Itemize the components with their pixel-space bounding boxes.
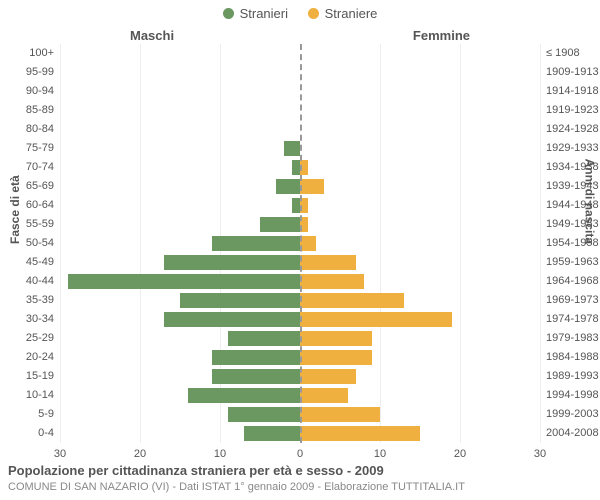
bar-male — [188, 388, 300, 403]
bar-female — [300, 179, 324, 194]
bar-male — [284, 141, 300, 156]
age-label: 10-14 — [0, 386, 54, 405]
chart-title: Popolazione per cittadinanza straniera p… — [8, 463, 465, 480]
age-label: 20-24 — [0, 348, 54, 367]
age-label: 60-64 — [0, 196, 54, 215]
age-label: 100+ — [0, 44, 54, 63]
age-label: 5-9 — [0, 405, 54, 424]
bar-female — [300, 350, 372, 365]
age-label: 75-79 — [0, 139, 54, 158]
bar-female — [300, 426, 420, 441]
bar-female — [300, 312, 452, 327]
age-label: 85-89 — [0, 101, 54, 120]
bar-male — [212, 236, 300, 251]
birth-year-label: 1969-1973 — [546, 291, 600, 310]
header-female: Femmine — [413, 28, 470, 43]
birth-year-label: 1929-1933 — [546, 139, 600, 158]
bar-male — [260, 217, 300, 232]
bar-male — [212, 350, 300, 365]
age-label: 40-44 — [0, 272, 54, 291]
x-tick: 30 — [534, 448, 546, 460]
age-label: 25-29 — [0, 329, 54, 348]
bar-male — [276, 179, 300, 194]
birth-year-label: 1919-1923 — [546, 101, 600, 120]
bar-male — [164, 255, 300, 270]
bar-female — [300, 274, 364, 289]
birth-year-label: 1949-1953 — [546, 215, 600, 234]
bar-female — [300, 255, 356, 270]
x-tick: 0 — [297, 448, 303, 460]
x-tick: 20 — [454, 448, 466, 460]
birth-year-label: 1939-1943 — [546, 177, 600, 196]
birth-year-label: 2004-2008 — [546, 424, 600, 443]
birth-year-label: 1914-1918 — [546, 82, 600, 101]
age-label: 80-84 — [0, 120, 54, 139]
legend-item-male: Stranieri — [223, 6, 288, 21]
age-label: 95-99 — [0, 63, 54, 82]
birth-year-label: 1984-1988 — [546, 348, 600, 367]
bar-female — [300, 388, 348, 403]
birth-year-label: 1909-1913 — [546, 63, 600, 82]
bar-female — [300, 369, 356, 384]
age-label: 70-74 — [0, 158, 54, 177]
birth-year-label: 1924-1928 — [546, 120, 600, 139]
gridline — [540, 44, 541, 443]
bar-male — [244, 426, 300, 441]
x-axis: 3020100102030 — [60, 448, 540, 464]
birth-year-label: 1979-1983 — [546, 329, 600, 348]
age-label: 15-19 — [0, 367, 54, 386]
bar-male — [68, 274, 300, 289]
bar-female — [300, 293, 404, 308]
legend-swatch-female — [308, 8, 319, 19]
x-tick: 10 — [214, 448, 226, 460]
birth-year-label: 1934-1938 — [546, 158, 600, 177]
birth-year-label: 1954-1958 — [546, 234, 600, 253]
x-tick: 10 — [374, 448, 386, 460]
bar-male — [164, 312, 300, 327]
bar-male — [180, 293, 300, 308]
population-pyramid-chart: Stranieri Straniere Maschi Femmine Fasce… — [0, 0, 600, 500]
birth-year-label: 1959-1963 — [546, 253, 600, 272]
age-label: 35-39 — [0, 291, 54, 310]
plot-area: 100+≤ 190895-991909-191390-941914-191885… — [60, 44, 540, 444]
bar-female — [300, 407, 380, 422]
age-label: 0-4 — [0, 424, 54, 443]
birth-year-label: ≤ 1908 — [546, 44, 600, 63]
birth-year-label: 1999-2003 — [546, 405, 600, 424]
legend-label-male: Stranieri — [240, 6, 288, 21]
center-axis — [300, 44, 302, 443]
chart-subtitle: COMUNE DI SAN NAZARIO (VI) - Dati ISTAT … — [8, 480, 465, 494]
bar-male — [212, 369, 300, 384]
x-tick: 30 — [54, 448, 66, 460]
age-label: 65-69 — [0, 177, 54, 196]
birth-year-label: 1944-1948 — [546, 196, 600, 215]
birth-year-label: 1964-1968 — [546, 272, 600, 291]
x-tick: 20 — [134, 448, 146, 460]
bar-male — [292, 160, 300, 175]
age-label: 30-34 — [0, 310, 54, 329]
bar-female — [300, 331, 372, 346]
bar-male — [228, 331, 300, 346]
legend-swatch-male — [223, 8, 234, 19]
legend-label-female: Straniere — [325, 6, 378, 21]
age-label: 45-49 — [0, 253, 54, 272]
header-male: Maschi — [130, 28, 174, 43]
age-label: 50-54 — [0, 234, 54, 253]
bar-male — [292, 198, 300, 213]
legend: Stranieri Straniere — [0, 6, 600, 22]
age-label: 55-59 — [0, 215, 54, 234]
legend-item-female: Straniere — [308, 6, 378, 21]
birth-year-label: 1989-1993 — [546, 367, 600, 386]
chart-footer: Popolazione per cittadinanza straniera p… — [8, 463, 465, 494]
birth-year-label: 1994-1998 — [546, 386, 600, 405]
birth-year-label: 1974-1978 — [546, 310, 600, 329]
bar-female — [300, 236, 316, 251]
bar-male — [228, 407, 300, 422]
age-label: 90-94 — [0, 82, 54, 101]
